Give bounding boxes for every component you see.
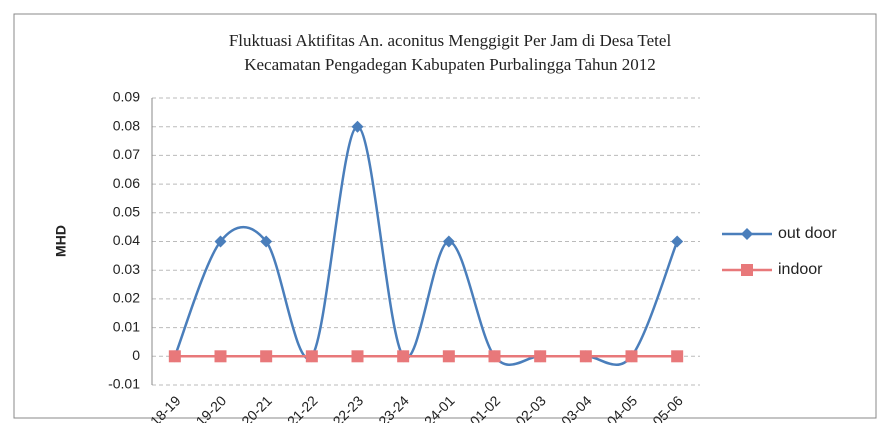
marker [671, 350, 684, 363]
y-tick-label: 0.01 [113, 318, 140, 334]
y-axis-label: MHD [53, 225, 69, 257]
y-tick-label: 0 [132, 347, 140, 363]
marker [579, 350, 592, 363]
y-tick-label: 0.02 [113, 290, 140, 306]
chart-title: Fluktuasi Aktifitas An. aconitus Menggig… [229, 31, 672, 50]
marker [534, 350, 547, 363]
y-tick-label: 0.08 [113, 117, 140, 133]
chart-title: Kecamatan Pengadegan Kabupaten Purbaling… [244, 55, 656, 74]
y-tick-label: 0.07 [113, 146, 140, 162]
marker [260, 235, 273, 248]
y-tick-label: 0.04 [113, 232, 140, 248]
marker [442, 235, 455, 248]
y-tick-label: 0.05 [113, 204, 140, 220]
marker [214, 235, 227, 248]
marker [397, 350, 410, 363]
marker [305, 350, 318, 363]
marker [168, 350, 181, 363]
legend-label: indoor [778, 261, 823, 278]
marker [214, 350, 227, 363]
marker [351, 350, 364, 363]
legend-marker [741, 264, 753, 276]
legend-marker [741, 228, 753, 240]
marker [442, 350, 455, 363]
y-tick-label: 0.03 [113, 261, 140, 277]
marker [625, 350, 638, 363]
marker [351, 120, 364, 133]
y-tick-label: 0.06 [113, 175, 140, 191]
marker [488, 350, 501, 363]
marker [671, 235, 684, 248]
marker [260, 350, 273, 363]
y-tick-label: 0.09 [113, 89, 140, 105]
legend-label: out door [778, 225, 837, 242]
y-tick-label: -0.01 [108, 376, 140, 392]
